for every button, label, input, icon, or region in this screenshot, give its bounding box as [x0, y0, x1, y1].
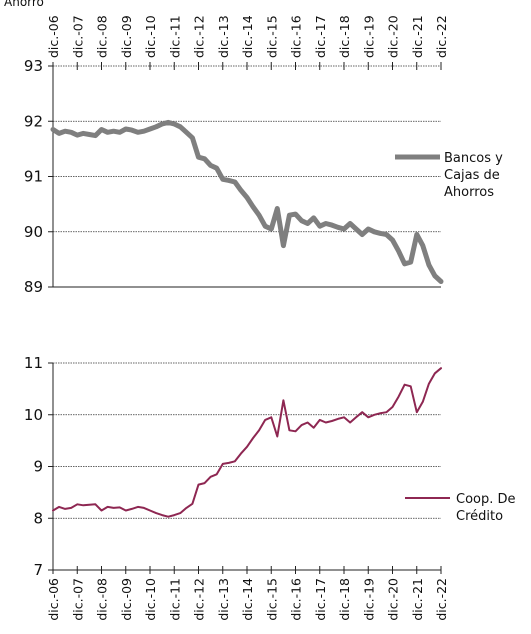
x-tick-label: dic.-12 [192, 578, 207, 621]
legend-label: Cajas de [444, 168, 500, 183]
y-tick-label: 11 [24, 354, 43, 372]
legend-label: Crédito [456, 509, 503, 524]
series-line [52, 367, 442, 518]
x-tick-label: dic.-20 [386, 578, 401, 621]
y-tick-label: 91 [24, 168, 43, 186]
x-tick-label: dic.-18 [337, 578, 352, 621]
x-tick-label: dic.-19 [361, 578, 376, 621]
x-tick-label: dic.-21 [410, 578, 425, 621]
x-tick-label: dic.-22 [434, 15, 449, 58]
x-tick-label: dic.-13 [216, 15, 231, 58]
y-tick-label: 92 [24, 112, 43, 130]
x-tick-label: dic.-15 [264, 578, 279, 621]
x-tick-label: dic.-20 [386, 15, 401, 58]
top-chart-panel: 93 92 91 90 89 dic.-06 dic.-07 dic.-08 dic.-09 di… [24, 15, 503, 296]
y-tick-label: 90 [24, 223, 43, 241]
y-tick-label: 93 [24, 57, 43, 75]
y-tick-label: 10 [24, 406, 43, 424]
x-tick-label: dic.-18 [337, 15, 352, 58]
x-tick-label: dic.-21 [410, 15, 425, 58]
x-tick-label: dic.-06 [46, 578, 61, 621]
x-tick-label: dic.-17 [313, 15, 328, 58]
legend-label: Ahorros [444, 185, 494, 200]
x-tick-label: dic.-14 [240, 578, 255, 621]
x-tick-label: dic.-09 [119, 15, 134, 58]
x-tick-label: dic.-11 [167, 15, 182, 58]
legend-label: Bancos y [444, 151, 503, 166]
x-tick-label: dic.-17 [313, 578, 328, 621]
x-tick-label: dic.-15 [264, 15, 279, 58]
x-tick-label: dic.-12 [192, 15, 207, 58]
x-tick-label: dic.-22 [434, 578, 449, 621]
x-tick-label: dic.-19 [361, 15, 376, 58]
y-tick-label: 8 [33, 509, 43, 527]
x-tick-label: dic.-08 [95, 578, 110, 621]
x-tick-label: dic.-16 [289, 578, 304, 621]
x-tick-label: dic.-07 [70, 15, 85, 58]
x-tick-label: dic.-13 [216, 578, 231, 621]
x-tick-label: dic.-10 [143, 15, 158, 58]
legend-label: Coop. De [456, 492, 516, 507]
x-tick-label: dic.-14 [240, 15, 255, 58]
x-tick-label: dic.-08 [95, 15, 110, 58]
x-tick-label: dic.-16 [289, 15, 304, 58]
x-tick-label: dic.-06 [46, 15, 61, 58]
y-tick-label: 9 [33, 458, 43, 476]
x-tick-label: dic.-10 [143, 578, 158, 621]
x-tick-label: dic.-09 [119, 578, 134, 621]
y-tick-label: 7 [33, 561, 43, 579]
x-tick-label: dic.-11 [167, 578, 182, 621]
series-line [50, 119, 444, 284]
clipped-header-label: Ahorro [4, 0, 44, 9]
y-tick-label: 89 [24, 278, 43, 296]
x-tick-label: dic.-07 [70, 578, 85, 621]
